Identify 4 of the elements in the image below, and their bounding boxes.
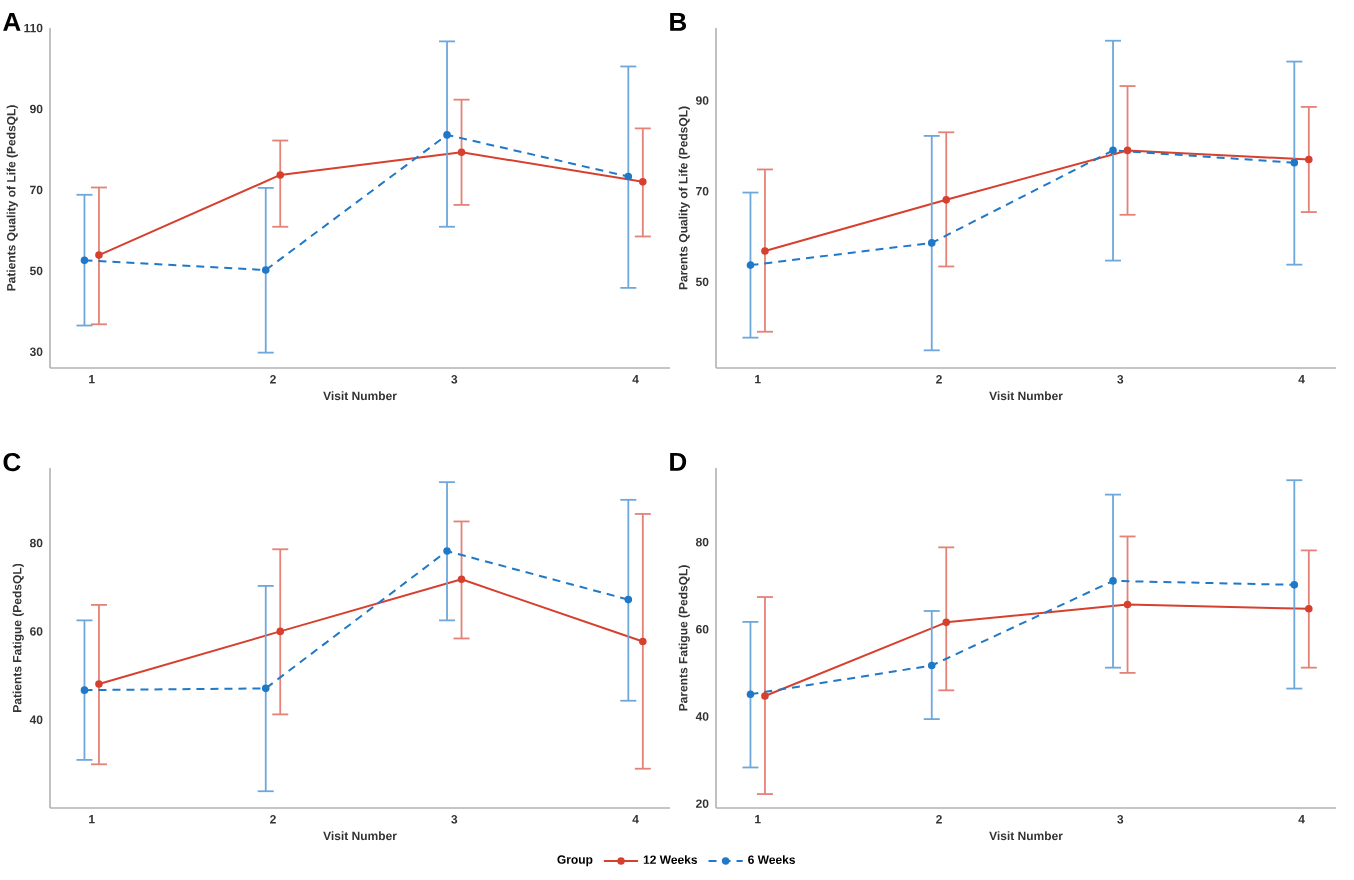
- chart-title: B: [670, 12, 687, 31]
- chart-title: D: [670, 452, 687, 471]
- chart-title: C: [3, 452, 21, 472]
- chart-title: A: [3, 12, 21, 31]
